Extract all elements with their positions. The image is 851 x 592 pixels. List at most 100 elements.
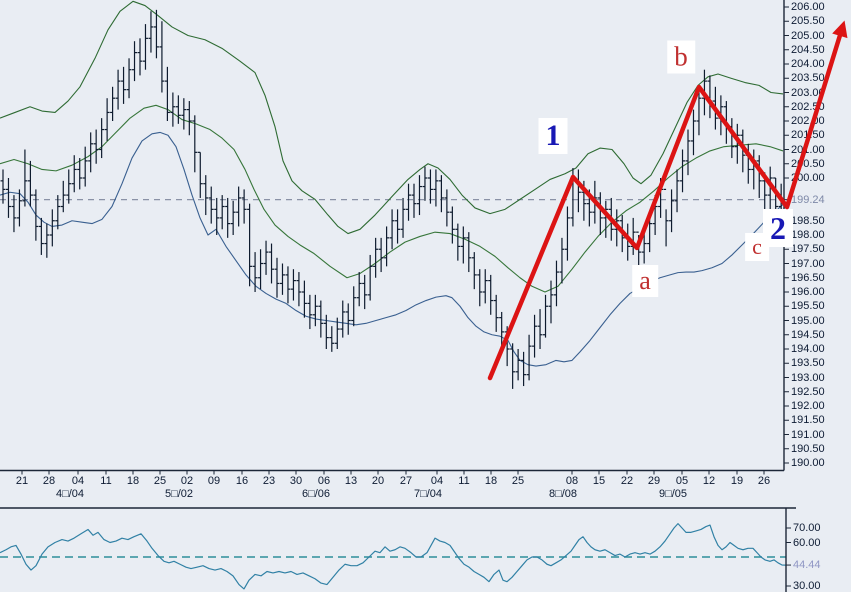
- week-date-label: 08: [565, 475, 579, 487]
- ohlc-bar: [422, 166, 428, 201]
- price-axis-label: 201.00: [791, 143, 825, 156]
- price-axis-label: 203.00: [791, 86, 825, 99]
- price-axis-label: 196.00: [791, 286, 825, 298]
- ohlc-bar: [296, 272, 302, 307]
- price-axis-label: 195.50: [791, 300, 825, 313]
- ohlc-bar: [252, 252, 258, 292]
- week-date-label: 02: [180, 475, 194, 487]
- price-axis-label: 200.50: [791, 157, 825, 170]
- ohlc-bar: [0, 169, 6, 204]
- ohlc-bar: [55, 195, 61, 230]
- week-date-label: 12: [702, 475, 716, 487]
- price-axis-label: 190.00: [791, 457, 825, 469]
- ohlc-bar: [153, 9, 159, 59]
- wave-label-a: a: [632, 265, 658, 297]
- price-axis-label: 206.00: [791, 1, 825, 13]
- ohlc-bar: [482, 269, 488, 304]
- ohlc-bar: [104, 98, 110, 141]
- price-axis-label: 197.00: [791, 257, 825, 270]
- ohlc-bar: [427, 169, 433, 204]
- week-date-label: 20: [371, 475, 385, 487]
- ohlc-bar: [329, 326, 335, 352]
- month-date-label: 9□/05: [658, 488, 688, 500]
- ohlc-bar: [170, 92, 176, 127]
- ohlc-bar: [290, 269, 296, 301]
- ohlc-bar: [340, 300, 346, 338]
- price-axis-label: 204.50: [791, 43, 825, 56]
- week-date-label: 25: [511, 475, 525, 487]
- month-date-label: 7□/04: [413, 488, 443, 500]
- ohlc-bar: [433, 169, 439, 207]
- oscillator-axis-label: 70.00: [793, 522, 821, 534]
- week-date-label: 21: [15, 475, 29, 487]
- ohlc-bar: [477, 269, 483, 307]
- ohlc-bar: [416, 175, 422, 216]
- ohlc-bar: [455, 223, 461, 261]
- ohlc-bar: [208, 186, 214, 224]
- ohlc-bar: [395, 209, 401, 244]
- ohlc-bar: [148, 11, 154, 53]
- ohlc-bar: [186, 101, 192, 136]
- ohlc-bar: [38, 217, 44, 255]
- month-date-label: 8□/08: [548, 488, 578, 500]
- ohlc-bar: [175, 95, 181, 124]
- price-axis-label: 192.50: [791, 385, 825, 398]
- price-axis-label: 191.50: [791, 414, 825, 427]
- ohlc-bar: [241, 189, 247, 224]
- ohlc-bar: [82, 146, 88, 187]
- wave-label-1: 1: [538, 118, 568, 154]
- price-axis-label: 198.50: [791, 214, 825, 227]
- week-date-label: 04: [430, 475, 444, 487]
- price-axis-label: 202.00: [791, 115, 825, 127]
- ohlc-bar: [16, 189, 22, 227]
- price-axis-label: 198.00: [791, 229, 825, 241]
- week-date-label: 16: [235, 475, 249, 487]
- ohlc-bar: [77, 158, 83, 190]
- ohlc-bar: [460, 226, 466, 264]
- week-date-label: 25: [153, 475, 167, 487]
- week-date-label: 09: [207, 475, 221, 487]
- ohlc-bar: [49, 209, 55, 247]
- ohlc-bar: [22, 149, 28, 207]
- ohlc-bar: [449, 206, 455, 244]
- ohlc-bar: [197, 151, 203, 198]
- month-date-label: 4□/04: [55, 488, 85, 500]
- month-date-label: 5□/02: [164, 488, 194, 500]
- price-axis-label: 195.00: [791, 314, 825, 327]
- ohlc-bar: [33, 189, 39, 241]
- ohlc-bar: [66, 169, 72, 204]
- ohlc-bar: [389, 209, 395, 250]
- week-date-label: 18: [484, 475, 498, 487]
- ohlc-bar: [312, 294, 318, 327]
- week-date-label: 30: [289, 475, 303, 487]
- ohlc-bar: [323, 314, 329, 349]
- week-date-label: 27: [399, 475, 413, 487]
- oscillator-current-label: 44.44: [793, 559, 821, 572]
- price-axis-label: 193.50: [791, 357, 825, 370]
- ohlc-bar: [334, 317, 340, 349]
- price-axis-label: 197.50: [791, 243, 825, 256]
- price-axis-label: 196.50: [791, 271, 825, 284]
- week-date-label: 28: [42, 475, 56, 487]
- week-date-label: 05: [675, 475, 689, 487]
- week-date-label: 11: [458, 475, 470, 487]
- wave-label-2: 2: [763, 209, 793, 247]
- ohlc-bar: [60, 180, 66, 213]
- ohlc-bar: [5, 178, 11, 218]
- ohlc-bar: [345, 303, 351, 335]
- ohlc-bar: [362, 274, 368, 310]
- ohlc-bar: [471, 252, 477, 290]
- week-date-label: 06: [317, 475, 331, 487]
- ohlc-bar: [88, 132, 94, 173]
- ohlc-bar: [274, 257, 280, 298]
- week-date-label: 13: [344, 475, 358, 487]
- ohlc-bar: [367, 254, 373, 301]
- ohlc-bar: [44, 223, 50, 258]
- ohlc-bar: [214, 197, 220, 235]
- ohlc-bar: [351, 286, 357, 327]
- ohlc-bar: [285, 266, 291, 304]
- week-date-label: 04: [71, 475, 85, 487]
- price-axis-label: 203.50: [791, 72, 825, 85]
- ohlc-bar: [192, 115, 198, 173]
- ohlc-bar: [301, 280, 307, 318]
